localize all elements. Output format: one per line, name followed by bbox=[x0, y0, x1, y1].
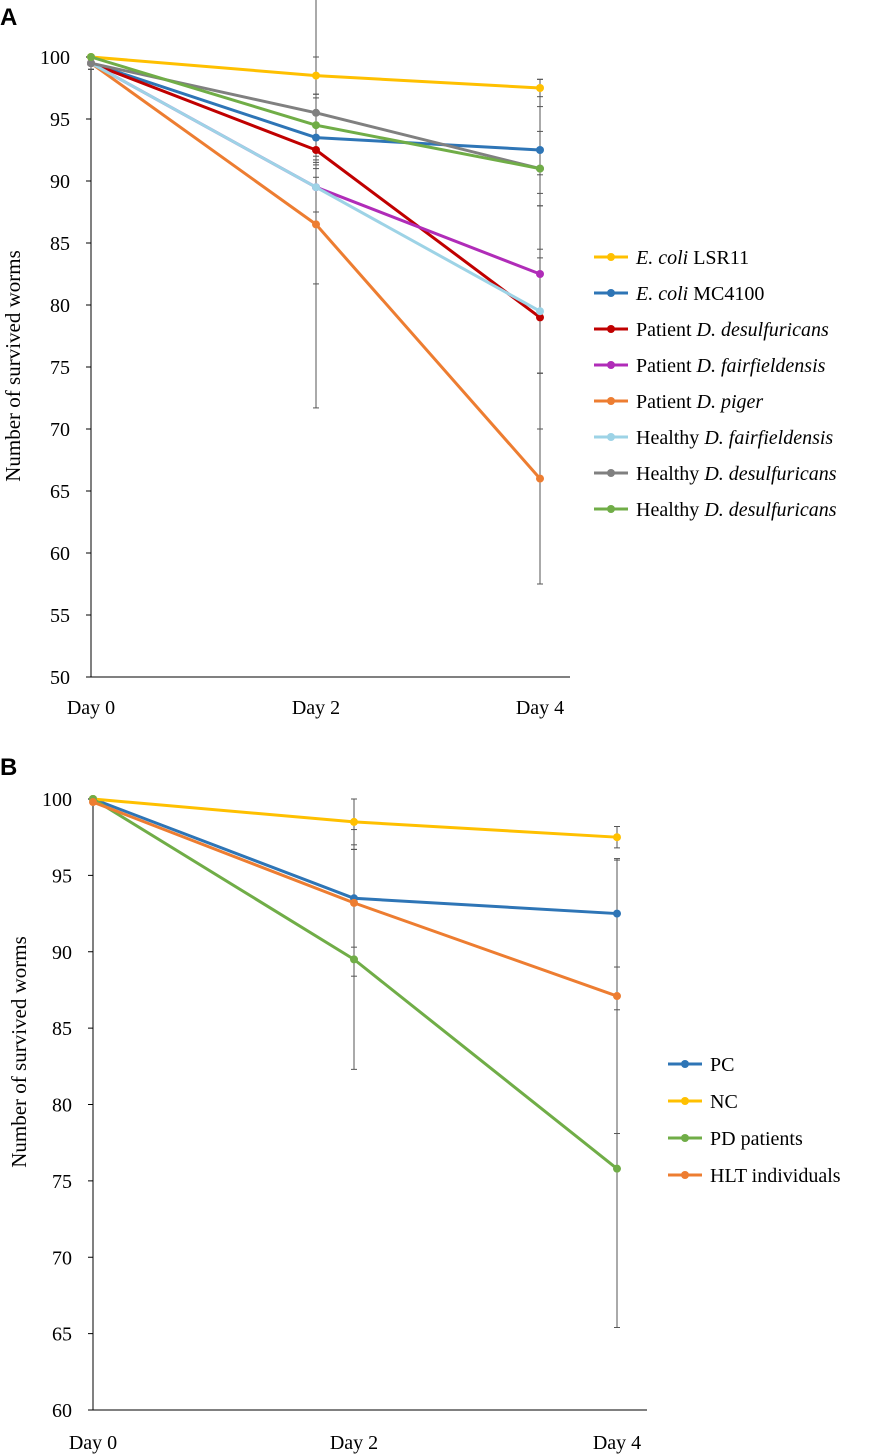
panel-b-plot: 60 65 70 75 80 85 90 95 100 Day 0 Day 2 Day 4 PC NC PD… bbox=[42, 789, 841, 1454]
panel-a-legend-item: Healthy D. desulfuricans bbox=[594, 499, 837, 521]
panel-a-data-point bbox=[536, 307, 544, 316]
panel-b-data-point bbox=[89, 798, 97, 807]
panel-b-legend-item: NC bbox=[668, 1091, 738, 1113]
panel-a-data-point bbox=[312, 121, 320, 130]
panel-a-y-tick-label: 70 bbox=[50, 419, 70, 441]
panel-b-y-tick-label: 80 bbox=[52, 1095, 72, 1117]
panel-a-y-tick-label: 100 bbox=[40, 47, 70, 69]
panel-b-data-point bbox=[613, 833, 621, 842]
panel-b-data-point bbox=[350, 955, 358, 964]
legend-swatch-marker bbox=[607, 469, 615, 477]
panel-a-data-point bbox=[536, 313, 544, 322]
legend-label: E. coli LSR11 bbox=[635, 247, 749, 269]
legend-swatch-marker bbox=[607, 289, 615, 297]
panel-a-y-tick-label: 75 bbox=[50, 357, 70, 379]
legend-swatch-marker bbox=[681, 1060, 689, 1068]
panel-a-legend-item: Healthy D. desulfuricans bbox=[594, 463, 837, 485]
legend-swatch-marker bbox=[607, 505, 615, 513]
legend-swatch-marker bbox=[607, 397, 615, 405]
panel-a-plot: 50 55 60 65 70 75 80 85 90 95 100 Day 0 Day 2 Day 4 E.… bbox=[40, 0, 837, 719]
panel-b-y-axis-label: Number of survived worms bbox=[7, 936, 31, 1168]
panel-b-x-tick-label: Day 2 bbox=[330, 1432, 378, 1454]
legend-label: Patient D. fairfieldensis bbox=[636, 355, 826, 377]
legend-swatch-marker bbox=[607, 361, 615, 369]
panel-a-legend-item: Patient D. fairfieldensis bbox=[594, 355, 826, 377]
panel-a-x-tick-label: Day 4 bbox=[516, 697, 564, 719]
legend-swatch-marker bbox=[681, 1171, 689, 1179]
panel-b-data-point bbox=[613, 992, 621, 1001]
panel-a-y-tick-label: 90 bbox=[50, 171, 70, 193]
panel-a-legend-item: E. coli LSR11 bbox=[594, 247, 749, 269]
panel-b-y-tick-label: 65 bbox=[52, 1324, 72, 1346]
panel-a-data-point bbox=[312, 183, 320, 192]
panel-a-data-point bbox=[536, 84, 544, 92]
panel-a-y-tick-label: 95 bbox=[50, 109, 70, 131]
panel-a-data-point bbox=[312, 220, 320, 229]
panel-b-letter: B bbox=[0, 754, 17, 781]
panel-a-y-tick-label: 50 bbox=[50, 667, 70, 689]
panel-a-x-tick-label: Day 0 bbox=[67, 697, 115, 719]
legend-label: NC bbox=[710, 1091, 738, 1113]
panel-a-y-tick-label: 80 bbox=[50, 295, 70, 317]
legend-label: Healthy D. desulfuricans bbox=[636, 499, 837, 521]
legend-label: HLT individuals bbox=[710, 1165, 841, 1187]
panel-a-data-point bbox=[87, 59, 95, 68]
panel-a-legend-item: Patient D. desulfuricans bbox=[594, 319, 829, 341]
legend-swatch-marker bbox=[607, 253, 615, 261]
panel-a-legend-item: Patient D. piger bbox=[594, 391, 763, 413]
legend-label: Patient D. desulfuricans bbox=[636, 319, 829, 341]
panel-a-data-point bbox=[536, 474, 544, 483]
panel-a-data-point bbox=[312, 146, 320, 154]
panel-a-data-point bbox=[87, 53, 95, 61]
legend-label: PC bbox=[710, 1054, 734, 1076]
panel-a-y-tick-label: 65 bbox=[50, 481, 70, 503]
panel-b-y-tick-label: 70 bbox=[52, 1247, 72, 1269]
panel-a-data-point bbox=[312, 108, 320, 117]
panel-a-x-tick-label: Day 2 bbox=[292, 697, 340, 719]
panel-b-x-tick-label: Day 4 bbox=[593, 1432, 641, 1454]
panel-a-y-tick-label: 85 bbox=[50, 233, 70, 255]
legend-swatch-marker bbox=[607, 433, 615, 441]
panel-a-legend-item: E. coli MC4100 bbox=[594, 283, 764, 305]
panel-a-y-tick-label: 60 bbox=[50, 543, 70, 565]
panel-b-data-point bbox=[350, 817, 358, 826]
panel-a-legend-item: Healthy D. fairfieldensis bbox=[594, 427, 833, 449]
panel-b-y-tick-label: 75 bbox=[52, 1171, 72, 1193]
panel-a-y-axis-label: Number of survived worms bbox=[1, 250, 25, 482]
panel-b-x-tick-label: Day 0 bbox=[69, 1432, 117, 1454]
panel-b-series-line-3 bbox=[92, 797, 618, 1170]
panel-b-y-tick-label: 95 bbox=[52, 865, 72, 887]
legend-label: E. coli MC4100 bbox=[635, 283, 764, 305]
legend-label: Patient D. piger bbox=[636, 391, 763, 413]
panel-a-letter: A bbox=[0, 4, 17, 31]
legend-label: Healthy D. desulfuricans bbox=[636, 463, 837, 485]
panel-b-data-point bbox=[350, 898, 358, 907]
legend-swatch-marker bbox=[681, 1134, 689, 1142]
panel-b-y-tick-label: 100 bbox=[42, 789, 72, 811]
panel-b-legend-item: PD patients bbox=[668, 1128, 803, 1150]
panel-b-y-tick-label: 85 bbox=[52, 1018, 72, 1040]
panel-b-y-tick-label: 90 bbox=[52, 942, 72, 964]
panel-a-data-point bbox=[536, 164, 544, 173]
panel-a-data-point bbox=[536, 270, 544, 278]
panel-b-data-point bbox=[613, 1164, 621, 1173]
panel-a-data-point bbox=[312, 133, 320, 142]
panel-a-y-tick-label: 55 bbox=[50, 605, 70, 627]
panel-a-data-point bbox=[312, 71, 320, 80]
panel-b-y-tick-label: 60 bbox=[52, 1400, 72, 1422]
panel-b-legend-item: HLT individuals bbox=[668, 1165, 841, 1187]
panel-b-legend-item: PC bbox=[668, 1054, 734, 1076]
legend-label: PD patients bbox=[710, 1128, 803, 1150]
legend-swatch-marker bbox=[681, 1097, 689, 1105]
legend-swatch-marker bbox=[607, 325, 615, 333]
legend-label: Healthy D. fairfieldensis bbox=[636, 427, 833, 449]
panel-a-data-point bbox=[536, 146, 544, 154]
panel-b-data-point bbox=[613, 909, 621, 918]
